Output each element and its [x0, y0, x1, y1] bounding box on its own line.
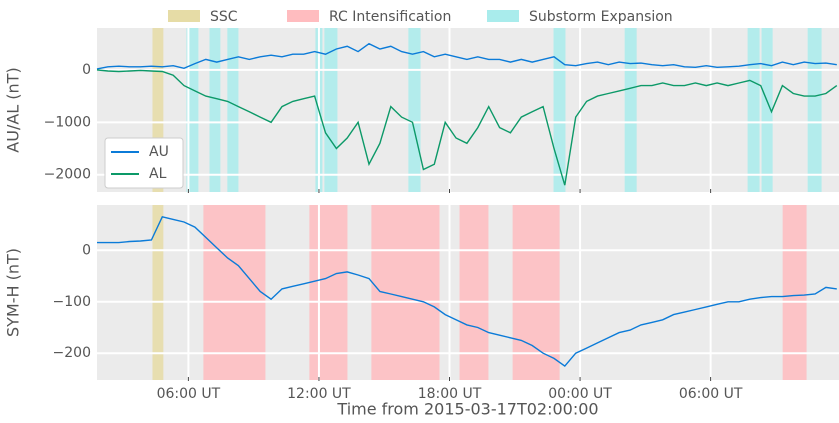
span [747, 28, 760, 192]
legend-box [104, 137, 184, 189]
span [152, 28, 164, 192]
y-tick-label: −100 [53, 294, 91, 310]
x-tick-label: 06:00 UT [679, 386, 743, 402]
y-tick-label: −200 [53, 345, 91, 361]
span [186, 28, 199, 192]
line [97, 215, 837, 368]
span [782, 205, 807, 380]
y-tick-label: −2000 [44, 167, 91, 183]
y-axis-label: SYM-H (nT) [4, 248, 23, 337]
x-tick-label: 00:00 UT [548, 386, 612, 402]
y-axis-label: AU/AL (nT) [4, 67, 23, 152]
x-axis-label: Time from 2015-03-17T02:00:00 [336, 400, 598, 419]
line [96, 69, 838, 186]
y-tick-label: −1000 [44, 114, 91, 130]
legend-label: AU [149, 144, 169, 160]
span [459, 205, 489, 380]
y-tick-label: 0 [82, 242, 91, 258]
span [624, 28, 637, 192]
legend-swatch [287, 10, 319, 22]
span [209, 28, 221, 192]
span [512, 205, 560, 380]
legend-label: RC Intensification [329, 9, 451, 25]
plot-background [97, 28, 839, 192]
span [761, 28, 773, 192]
span [152, 205, 164, 380]
legend-swatch [487, 10, 519, 22]
legend-label: AL [149, 166, 167, 182]
span [227, 28, 239, 192]
line [96, 42, 837, 70]
x-tick-label: 06:00 UT [157, 386, 221, 402]
y-tick-label: 0 [82, 62, 91, 78]
legend-label: Substorm Expansion [529, 9, 673, 25]
span [807, 28, 822, 192]
span [203, 205, 266, 380]
span [309, 205, 348, 380]
x-tick-label: 12:00 UT [287, 386, 351, 402]
span [553, 28, 566, 192]
span [324, 28, 338, 192]
legend-swatch [168, 10, 200, 22]
x-tick-label: 18:00 UT [418, 386, 482, 402]
legend-label: SSC [210, 9, 238, 25]
